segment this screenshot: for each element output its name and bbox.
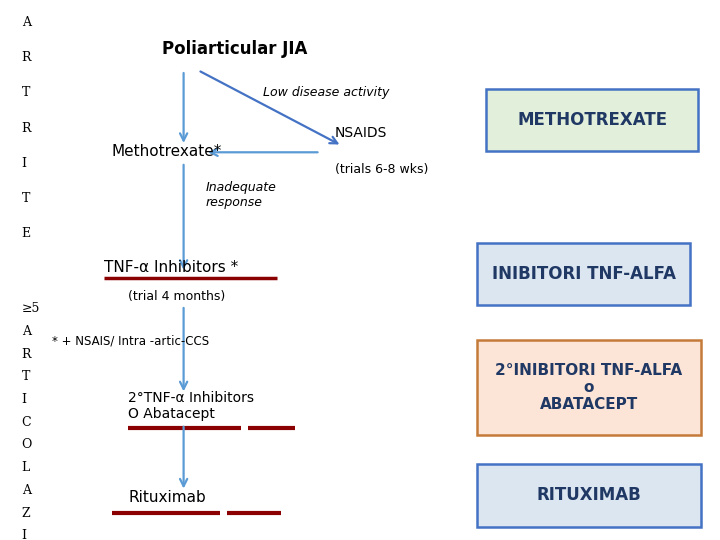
Text: 2°TNF-α Inhibitors: 2°TNF-α Inhibitors	[128, 391, 254, 405]
Text: R: R	[22, 348, 31, 361]
Text: METHOTREXATE: METHOTREXATE	[517, 111, 667, 129]
Text: 2°INIBITORI TNF-ALFA
o
ABATACEPT: 2°INIBITORI TNF-ALFA o ABATACEPT	[495, 362, 683, 413]
Text: I: I	[22, 529, 27, 540]
Text: I: I	[22, 393, 27, 406]
Text: NSAIDS: NSAIDS	[335, 126, 387, 140]
Text: Poliarticular JIA: Poliarticular JIA	[162, 40, 307, 58]
Text: (trials 6-8 wks): (trials 6-8 wks)	[335, 163, 428, 176]
Text: T: T	[22, 370, 30, 383]
Text: O Abatacept: O Abatacept	[128, 407, 215, 421]
Text: T: T	[22, 86, 30, 99]
Text: Rituximab: Rituximab	[128, 490, 206, 505]
Text: Inadequate
response: Inadequate response	[205, 181, 276, 209]
Text: T: T	[22, 192, 30, 205]
Text: RITUXIMAB: RITUXIMAB	[536, 487, 642, 504]
FancyBboxPatch shape	[477, 243, 690, 305]
Text: TNF-α Inhibitors *: TNF-α Inhibitors *	[104, 260, 238, 275]
Text: * + NSAIS/ Intra -artic-CCS: * + NSAIS/ Intra -artic-CCS	[52, 335, 209, 348]
Text: Methotrexate*: Methotrexate*	[112, 144, 222, 159]
Text: R: R	[22, 51, 31, 64]
FancyBboxPatch shape	[486, 89, 698, 151]
Text: Z: Z	[22, 507, 30, 519]
Text: O: O	[22, 438, 32, 451]
Text: INIBITORI TNF-ALFA: INIBITORI TNF-ALFA	[492, 265, 675, 283]
Text: I: I	[22, 157, 27, 170]
Text: R: R	[22, 122, 31, 134]
Text: A: A	[22, 325, 30, 338]
Text: A: A	[22, 484, 30, 497]
Text: E: E	[22, 227, 31, 240]
Text: A: A	[22, 16, 30, 29]
FancyBboxPatch shape	[477, 340, 701, 435]
Text: L: L	[22, 461, 30, 474]
Text: Low disease activity: Low disease activity	[263, 86, 390, 99]
Text: (trial 4 months): (trial 4 months)	[128, 290, 225, 303]
Text: ≥5: ≥5	[22, 302, 40, 315]
FancyBboxPatch shape	[477, 464, 701, 526]
Text: C: C	[22, 416, 31, 429]
